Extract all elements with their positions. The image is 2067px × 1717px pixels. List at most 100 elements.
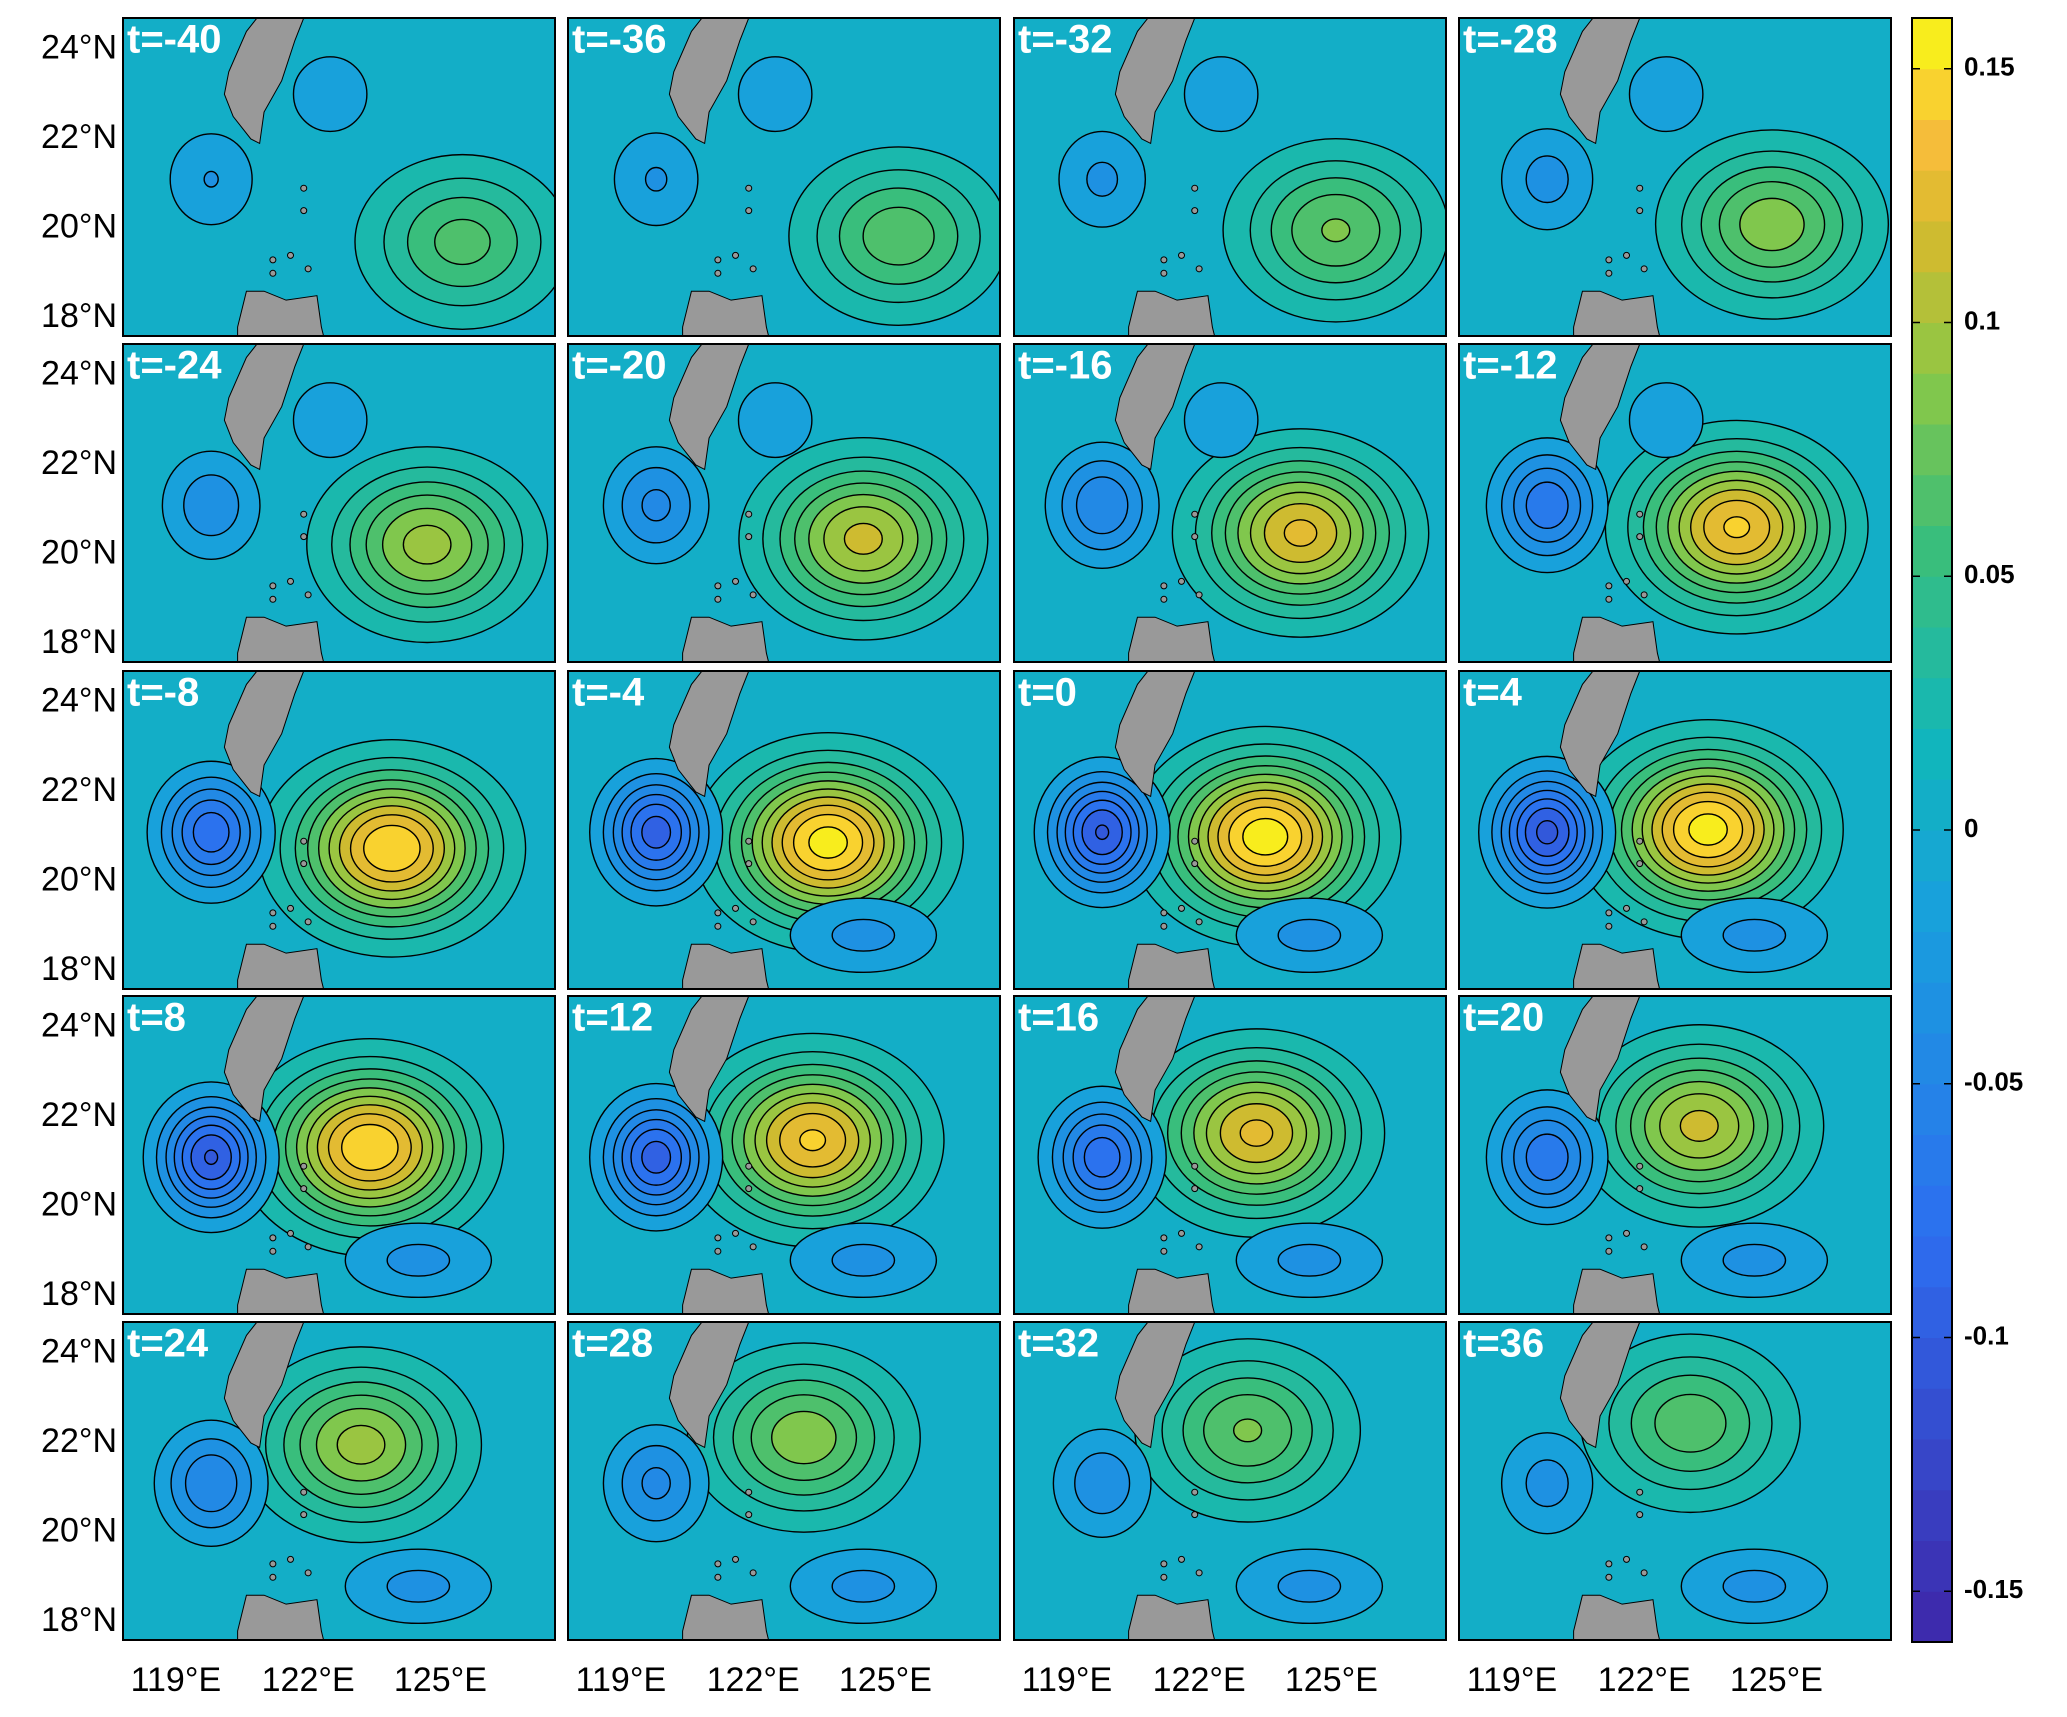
- map-panel: [1459, 671, 1891, 989]
- contour: [204, 1149, 219, 1166]
- island: [269, 582, 277, 590]
- panel-label: t=4: [1463, 671, 1523, 715]
- contour: [1277, 918, 1342, 952]
- island: [1195, 1569, 1203, 1577]
- island: [745, 1488, 753, 1496]
- contour: [862, 206, 935, 266]
- panel-label: t=20: [1463, 996, 1544, 1040]
- island: [1623, 904, 1631, 912]
- island: [714, 909, 722, 917]
- contour: [183, 474, 240, 537]
- contour: [1628, 56, 1704, 133]
- island: [714, 256, 722, 264]
- lon-tick-label: 119°E: [131, 1661, 221, 1699]
- island: [732, 577, 740, 585]
- lat-tick-label: 18°N: [41, 1275, 117, 1313]
- land: [223, 344, 305, 471]
- island: [1191, 1185, 1199, 1193]
- panel-frame: [567, 1321, 1001, 1641]
- island: [1191, 207, 1199, 215]
- land: [237, 290, 325, 336]
- lon-tick-label: 119°E: [576, 1661, 666, 1699]
- contour: [771, 1410, 837, 1465]
- contour: [402, 524, 452, 565]
- contour: [1321, 218, 1351, 243]
- lat-tick-label: 24°N: [41, 354, 117, 392]
- lon-tick-label: 119°E: [1467, 1661, 1557, 1699]
- contour: [1075, 476, 1129, 535]
- contour: [1525, 481, 1569, 530]
- island: [1195, 265, 1203, 273]
- island: [732, 1555, 740, 1563]
- island: [300, 1488, 308, 1496]
- island: [1160, 269, 1168, 277]
- panel-label: t=12: [572, 996, 653, 1040]
- island: [1636, 510, 1644, 518]
- island: [1623, 1555, 1631, 1563]
- island: [1191, 837, 1199, 845]
- contour: [1722, 1243, 1787, 1277]
- island: [1636, 1185, 1644, 1193]
- island: [745, 207, 753, 215]
- lat-tick-label: 24°N: [41, 1332, 117, 1370]
- land: [1128, 616, 1216, 662]
- land: [1573, 616, 1661, 662]
- island: [745, 1511, 753, 1519]
- land: [1114, 671, 1196, 798]
- island: [300, 533, 308, 541]
- land: [682, 290, 770, 336]
- panel-frame: [1013, 17, 1447, 337]
- contour: [808, 826, 848, 859]
- contour: [1183, 382, 1259, 459]
- island: [1636, 207, 1644, 215]
- lon-tick-label: 125°E: [394, 1661, 487, 1699]
- island: [1191, 1488, 1199, 1496]
- land: [237, 1268, 325, 1314]
- island: [749, 265, 757, 273]
- panel-frame: [567, 343, 1001, 663]
- island: [1636, 860, 1644, 868]
- island: [269, 909, 277, 917]
- map-panel: [123, 18, 555, 336]
- island: [745, 510, 753, 518]
- island: [300, 510, 308, 518]
- map-panel: [568, 996, 1000, 1314]
- contour: [641, 815, 672, 849]
- island: [1605, 595, 1613, 603]
- panel-label: t=32: [1018, 1322, 1099, 1366]
- map-panel: [1459, 344, 1891, 662]
- island: [1191, 533, 1199, 541]
- lat-tick-label: 22°N: [41, 1096, 117, 1134]
- island: [300, 1162, 308, 1170]
- contour: [1525, 1133, 1569, 1182]
- island: [1640, 265, 1648, 273]
- colorbar-band: [1912, 931, 1952, 983]
- lat-tick-label: 22°N: [41, 771, 117, 809]
- colorbar-band: [1912, 525, 1952, 577]
- island: [269, 1247, 277, 1255]
- island: [300, 860, 308, 868]
- panel-frame: [122, 17, 556, 337]
- island: [1605, 256, 1613, 264]
- land: [682, 616, 770, 662]
- map-panel: [1459, 1322, 1891, 1640]
- contour: [843, 522, 883, 555]
- contour: [1183, 56, 1259, 133]
- island: [714, 1247, 722, 1255]
- lon-tick-label: 125°E: [1285, 1661, 1378, 1699]
- island: [1160, 595, 1168, 603]
- island: [732, 904, 740, 912]
- island: [1605, 1247, 1613, 1255]
- panel-frame: [1013, 670, 1447, 990]
- land: [1559, 671, 1641, 798]
- land: [1114, 1322, 1196, 1449]
- colorbar-band: [1912, 474, 1952, 526]
- panel-frame: [122, 995, 556, 1315]
- panel-frame: [1013, 1321, 1447, 1641]
- map-panel: [123, 996, 555, 1314]
- contour: [1095, 824, 1110, 841]
- colorbar-tick-label: 0.05: [1964, 559, 2015, 589]
- contour: [737, 56, 813, 133]
- land: [1573, 1594, 1661, 1640]
- island: [745, 533, 753, 541]
